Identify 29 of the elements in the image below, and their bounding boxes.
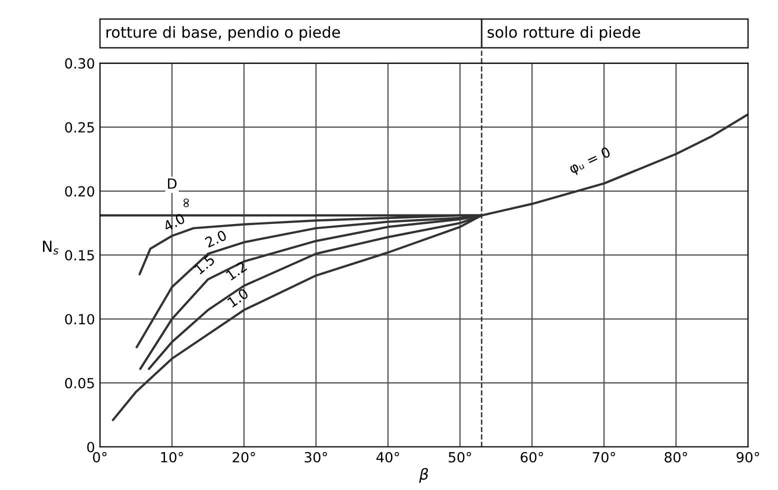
- y-tick-label: 0.10: [65, 314, 94, 324]
- annotation: φᵤ = 0: [568, 146, 612, 176]
- annotation: 1.5: [194, 254, 216, 275]
- x-tick-label: 60°: [520, 452, 544, 462]
- y-tick-label: 0: [87, 442, 94, 452]
- annotation: 1.0: [226, 288, 250, 308]
- y-tick-label: 0.15: [65, 250, 94, 261]
- annotation: ∞: [184, 198, 189, 208]
- x-axis-title: β: [419, 468, 428, 483]
- y-axis-title: N$_{s}$: [43, 240, 58, 255]
- x-tick-label: 20°: [232, 452, 255, 462]
- x-tick-label: 90°: [736, 452, 760, 462]
- annotation: D: [168, 178, 177, 189]
- x-tick-label: 30°: [304, 452, 327, 462]
- x-tick-label: 70°: [592, 452, 616, 462]
- annotation: 2.0: [204, 230, 228, 248]
- y-tick-label: 0.25: [65, 122, 94, 133]
- x-tick-label: 0°: [93, 452, 107, 462]
- x-tick-label: 50°: [448, 452, 471, 462]
- text: solo rotture di piede: [488, 26, 640, 41]
- annotation: 1.2: [226, 261, 248, 280]
- x-tick-label: 10°: [161, 452, 183, 462]
- x-tick-label: 80°: [664, 452, 688, 462]
- y-tick-label: 0.30: [65, 58, 94, 69]
- y-tick-label: 0.20: [65, 186, 94, 197]
- x-tick-label: 40°: [376, 452, 399, 462]
- y-tick-label: 0.05: [65, 378, 94, 388]
- annotation: 4.0: [162, 212, 186, 232]
- text: rotture di base, pendio o piede: [106, 26, 340, 41]
